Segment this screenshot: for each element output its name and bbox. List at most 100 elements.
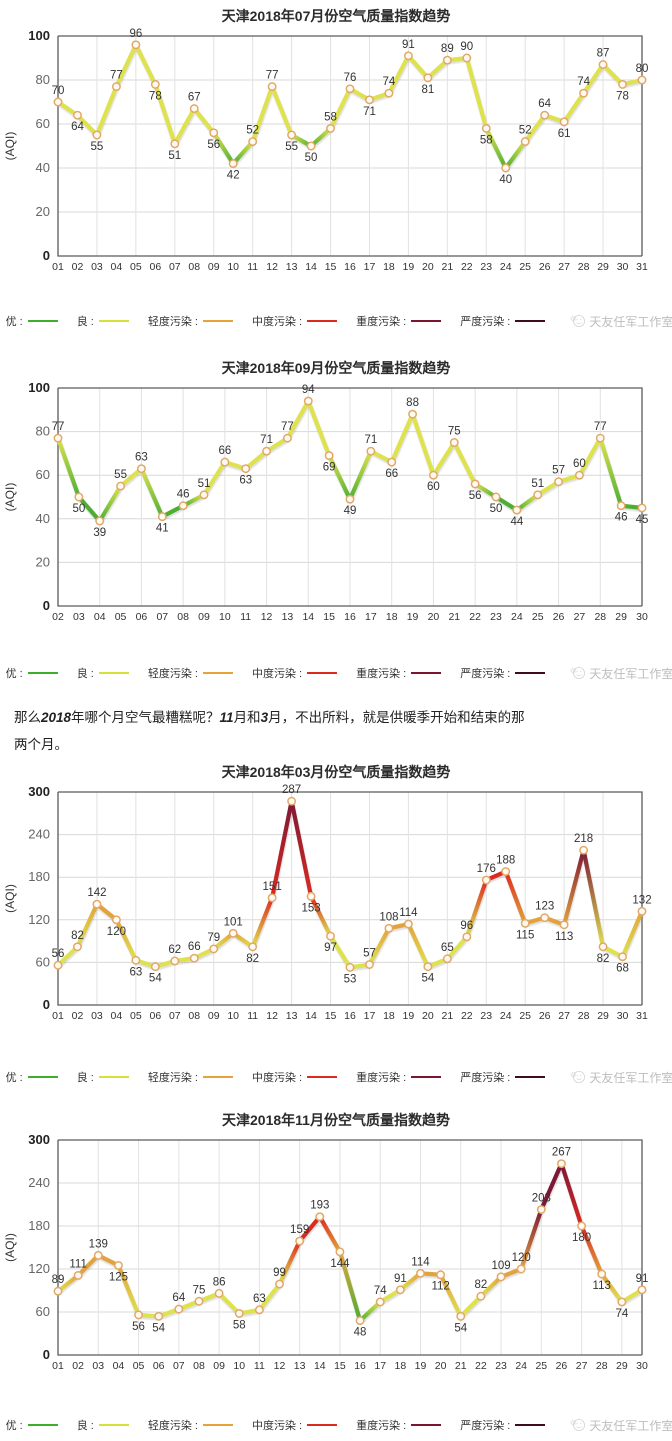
svg-text:63: 63 xyxy=(239,474,252,486)
svg-text:13: 13 xyxy=(286,261,298,273)
svg-text:240: 240 xyxy=(28,826,50,841)
svg-text:(AQI): (AQI) xyxy=(3,1233,17,1262)
svg-text:64: 64 xyxy=(172,1292,185,1304)
svg-text:74: 74 xyxy=(374,1284,387,1296)
svg-text:02: 02 xyxy=(72,1360,84,1372)
svg-text:28: 28 xyxy=(596,1360,608,1372)
svg-text:20: 20 xyxy=(428,611,440,623)
svg-text:21: 21 xyxy=(441,261,453,273)
svg-text:114: 114 xyxy=(411,1256,430,1268)
svg-text:11: 11 xyxy=(247,261,258,273)
svg-text:64: 64 xyxy=(71,121,84,133)
svg-text:20: 20 xyxy=(422,1010,434,1022)
svg-text:17: 17 xyxy=(374,1360,386,1372)
svg-text:14: 14 xyxy=(302,611,314,623)
svg-text:97: 97 xyxy=(324,942,337,954)
svg-text:90: 90 xyxy=(460,41,473,53)
svg-text:28: 28 xyxy=(578,261,590,273)
svg-text:06: 06 xyxy=(153,1360,165,1372)
svg-text:04: 04 xyxy=(111,261,123,273)
svg-text:02: 02 xyxy=(52,611,64,623)
svg-text:12: 12 xyxy=(261,611,273,623)
svg-text:109: 109 xyxy=(491,1259,510,1271)
svg-text:89: 89 xyxy=(52,1274,65,1286)
svg-text:06: 06 xyxy=(136,611,148,623)
svg-text:20: 20 xyxy=(36,554,50,569)
svg-text:27: 27 xyxy=(576,1360,588,1372)
svg-text:11: 11 xyxy=(247,1010,258,1022)
svg-text:55: 55 xyxy=(285,141,298,153)
svg-text:54: 54 xyxy=(152,1322,165,1334)
svg-text:54: 54 xyxy=(421,972,434,984)
svg-text:58: 58 xyxy=(480,134,493,146)
svg-text:28: 28 xyxy=(594,611,606,623)
svg-text:108: 108 xyxy=(379,911,398,923)
svg-text:31: 31 xyxy=(636,1010,648,1022)
svg-text:17: 17 xyxy=(364,1010,376,1022)
svg-text:12: 12 xyxy=(274,1360,286,1372)
svg-text:60: 60 xyxy=(427,481,440,493)
svg-text:71: 71 xyxy=(363,105,376,117)
svg-text:65: 65 xyxy=(441,941,454,953)
svg-text:61: 61 xyxy=(558,127,571,139)
svg-text:58: 58 xyxy=(233,1319,246,1331)
svg-text:300: 300 xyxy=(28,784,50,799)
svg-text:26: 26 xyxy=(539,261,551,273)
svg-text:132: 132 xyxy=(632,894,651,906)
svg-text:125: 125 xyxy=(109,1271,128,1283)
svg-text:18: 18 xyxy=(383,261,395,273)
svg-text:203: 203 xyxy=(532,1192,551,1204)
svg-text:114: 114 xyxy=(399,907,418,919)
svg-text:10: 10 xyxy=(227,261,239,273)
svg-text:24: 24 xyxy=(511,611,523,623)
svg-text:25: 25 xyxy=(519,1010,531,1022)
svg-text:151: 151 xyxy=(263,880,282,892)
svg-text:180: 180 xyxy=(28,1218,50,1233)
svg-text:09: 09 xyxy=(198,611,210,623)
svg-text:03: 03 xyxy=(92,1360,104,1372)
svg-text:80: 80 xyxy=(36,72,50,87)
svg-text:18: 18 xyxy=(395,1360,407,1372)
svg-text:24: 24 xyxy=(515,1360,527,1372)
svg-text:07: 07 xyxy=(173,1360,185,1372)
svg-text:30: 30 xyxy=(617,261,629,273)
svg-text:66: 66 xyxy=(385,468,398,480)
svg-text:23: 23 xyxy=(480,261,492,273)
svg-text:44: 44 xyxy=(510,516,523,528)
svg-text:23: 23 xyxy=(495,1360,507,1372)
svg-text:20: 20 xyxy=(36,204,50,219)
svg-text:101: 101 xyxy=(224,916,243,928)
svg-text:115: 115 xyxy=(516,929,534,941)
svg-text:79: 79 xyxy=(207,931,220,943)
svg-text:63: 63 xyxy=(253,1292,266,1304)
svg-text:16: 16 xyxy=(344,261,356,273)
svg-text:06: 06 xyxy=(149,261,161,273)
svg-text:120: 120 xyxy=(107,925,126,937)
svg-text:22: 22 xyxy=(469,611,481,623)
svg-text:31: 31 xyxy=(636,261,648,273)
svg-text:09: 09 xyxy=(208,261,220,273)
svg-text:26: 26 xyxy=(539,1010,551,1022)
svg-text:41: 41 xyxy=(156,522,169,534)
svg-text:0: 0 xyxy=(43,997,50,1012)
svg-text:12: 12 xyxy=(266,1010,278,1022)
svg-text:80: 80 xyxy=(36,423,50,438)
svg-text:188: 188 xyxy=(496,854,515,866)
svg-text:42: 42 xyxy=(227,169,240,181)
svg-text:111: 111 xyxy=(69,1258,86,1270)
svg-text:46: 46 xyxy=(177,488,190,500)
svg-text:08: 08 xyxy=(188,1010,200,1022)
svg-text:0: 0 xyxy=(43,1347,50,1362)
svg-text:10: 10 xyxy=(219,611,231,623)
svg-text:82: 82 xyxy=(597,952,610,964)
svg-text:45: 45 xyxy=(636,513,649,525)
svg-text:13: 13 xyxy=(286,1010,298,1022)
svg-text:05: 05 xyxy=(130,261,142,273)
svg-text:19: 19 xyxy=(403,1010,415,1022)
svg-text:60: 60 xyxy=(573,458,586,470)
svg-text:01: 01 xyxy=(52,261,64,273)
svg-text:15: 15 xyxy=(325,261,337,273)
svg-text:60: 60 xyxy=(36,116,50,131)
svg-text:50: 50 xyxy=(305,152,318,164)
svg-text:48: 48 xyxy=(354,1326,367,1338)
